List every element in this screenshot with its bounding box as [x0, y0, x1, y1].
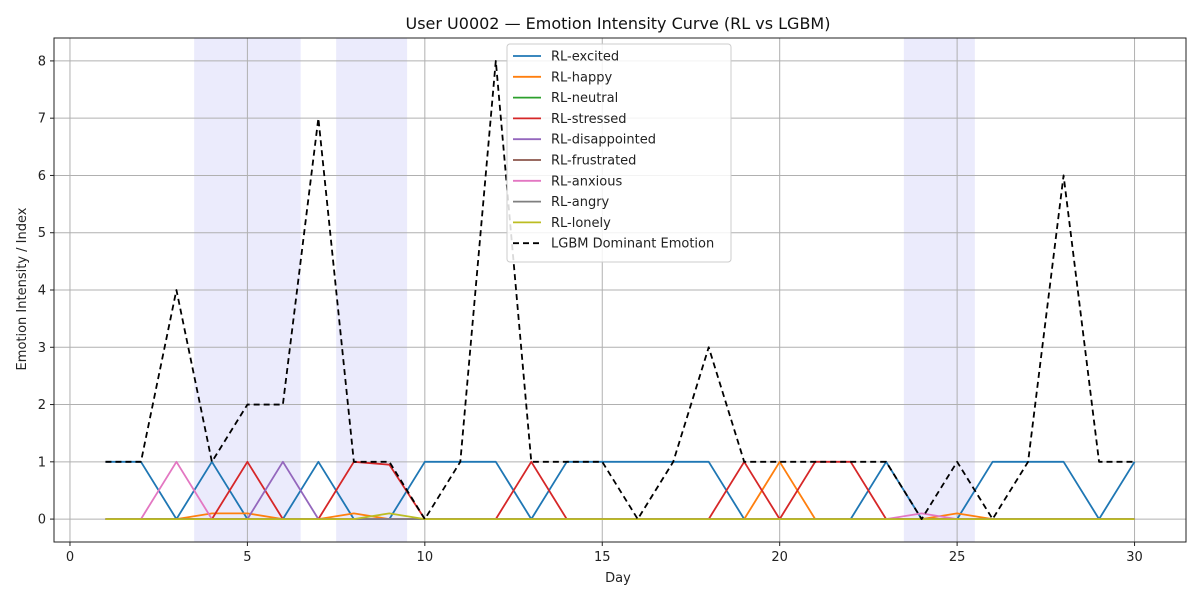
legend-label-rl-stressed: RL-stressed — [551, 112, 626, 127]
x-tick-label: 0 — [66, 550, 74, 565]
legend-label-rl-anxious: RL-anxious — [551, 174, 622, 189]
x-tick-label: 15 — [594, 550, 611, 565]
x-axis-label: Day — [605, 571, 631, 586]
legend-label-rl-frustrated: RL-frustrated — [551, 154, 636, 169]
y-tick-label: 2 — [38, 398, 46, 413]
legend-label-lgbm-dominant-emotion: LGBM Dominant Emotion — [551, 237, 714, 252]
legend: RL-excited RL-happy RL-neutral RL-stressed R… — [506, 43, 732, 263]
series-lines — [105, 60, 1136, 520]
x-tick-label: 5 — [243, 550, 251, 565]
x-tick-label: 10 — [417, 550, 434, 565]
y-axis-ticks: 0 1 2 3 4 5 6 7 8 — [38, 54, 54, 528]
legend-label-rl-neutral: RL-neutral — [551, 91, 618, 106]
y-tick-label: 5 — [38, 226, 46, 241]
chart-title: User U0002 — Emotion Intensity Curve (RL… — [406, 14, 831, 33]
x-tick-label: 30 — [1126, 550, 1143, 565]
x-axis-ticks: 0 5 10 15 20 25 30 — [66, 542, 1143, 565]
y-tick-label: 6 — [38, 169, 46, 184]
x-tick-label: 25 — [949, 550, 966, 565]
legend-label-rl-happy: RL-happy — [551, 70, 612, 85]
y-tick-label: 3 — [38, 341, 46, 356]
y-tick-label: 0 — [38, 513, 46, 528]
y-tick-label: 4 — [38, 284, 46, 299]
legend-label-rl-excited: RL-excited — [551, 50, 619, 65]
series-line-rl-lonely — [105, 512, 1135, 520]
legend-box — [506, 43, 732, 263]
series-line-lgbm-dominant-emotion — [105, 60, 1135, 520]
y-axis-label: Emotion Intensity / Index — [15, 207, 30, 370]
y-tick-label: 8 — [38, 54, 46, 69]
legend-label-rl-disappointed: RL-disappointed — [551, 133, 656, 148]
legend-label-rl-lonely: RL-lonely — [551, 216, 611, 231]
x-tick-label: 20 — [771, 550, 788, 565]
legend-label-rl-angry: RL-angry — [551, 195, 610, 210]
y-tick-label: 7 — [38, 112, 46, 127]
y-tick-label: 1 — [38, 455, 46, 470]
